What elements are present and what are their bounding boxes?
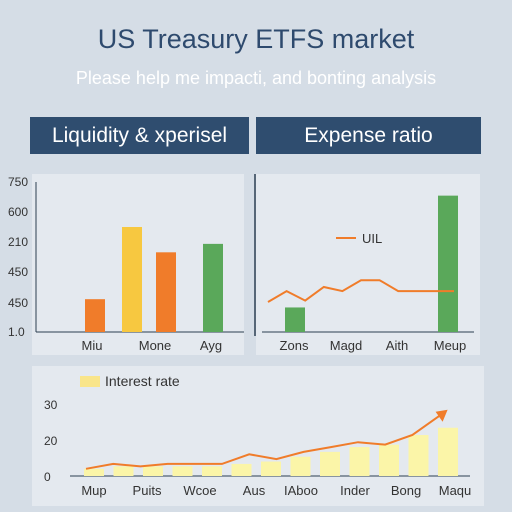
x-tick-label: Wcoe: [183, 483, 216, 498]
bar: [408, 435, 429, 476]
series-line: [267, 279, 454, 303]
bar: [172, 466, 193, 476]
bar: [285, 307, 305, 332]
x-tick-label: Miu: [82, 338, 103, 353]
y-tick-label: 30: [44, 398, 58, 412]
bar: [202, 466, 222, 476]
bar: [143, 466, 163, 476]
y-tick-label: 20: [44, 434, 58, 448]
bar: [261, 461, 281, 476]
x-tick-label: Mone: [139, 338, 172, 353]
x-tick-label: Aus: [243, 483, 266, 498]
x-tick-label: Magd: [330, 338, 363, 353]
bar: [438, 427, 458, 476]
y-tick-label: 600: [8, 205, 28, 219]
x-tick-label: Inder: [340, 483, 370, 498]
y-tick-label: 210: [8, 235, 28, 249]
expense-ratio-panel-header: Expense ratio: [256, 117, 481, 154]
bar: [85, 299, 105, 332]
series-line: [85, 414, 441, 470]
bar: [203, 243, 223, 332]
bar: [438, 195, 458, 332]
legend-label: UIL: [362, 231, 382, 246]
x-tick-label: Maqu: [439, 483, 472, 498]
legend-swatch: [80, 376, 100, 387]
x-tick-label: Mup: [81, 483, 106, 498]
bar: [231, 463, 252, 476]
trend-arrow-icon: [435, 409, 448, 422]
bar: [84, 468, 104, 476]
y-tick-label: 450: [8, 265, 28, 279]
x-tick-label: Ayg: [200, 338, 222, 353]
bar: [290, 456, 311, 476]
x-tick-label: Meup: [434, 338, 467, 353]
legend-label: Interest rate: [105, 373, 180, 389]
bar: [122, 227, 142, 332]
x-tick-label: Puits: [133, 483, 162, 498]
x-tick-label: Bong: [391, 483, 421, 498]
page-subtitle: Please help me impacti, and bonting anal…: [75, 68, 437, 88]
bar: [379, 444, 399, 476]
x-tick-label: Aith: [386, 338, 408, 353]
liquidity-panel-header: Liquidity & xperisel: [30, 117, 249, 154]
y-tick-label: 450: [8, 296, 28, 310]
bar: [113, 466, 134, 476]
page-title: US Treasury ETFS market: [97, 24, 415, 54]
bar: [156, 252, 176, 332]
y-tick-label: 750: [8, 175, 28, 189]
y-tick-label: 0: [44, 470, 51, 484]
y-tick-label: 1.0: [8, 325, 25, 339]
bar: [320, 451, 340, 476]
bar: [349, 447, 370, 476]
x-tick-label: IAboo: [284, 483, 318, 498]
x-tick-label: Zons: [280, 338, 309, 353]
